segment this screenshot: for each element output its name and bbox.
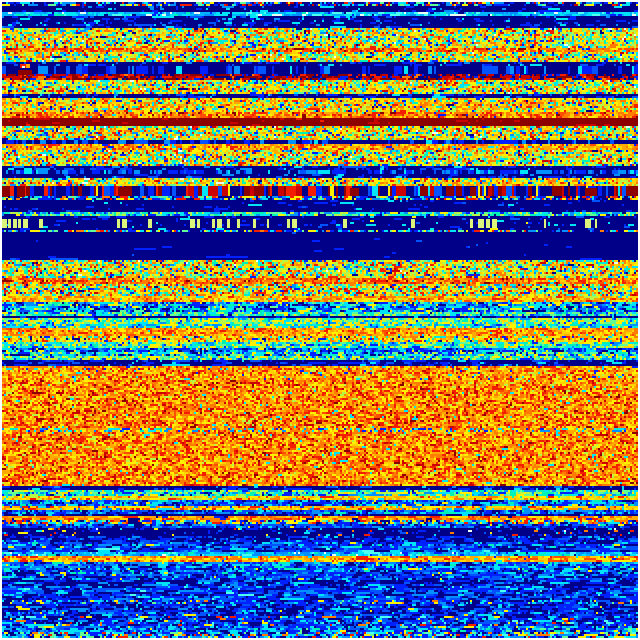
heatmap-figure <box>0 0 640 640</box>
heatmap-canvas <box>2 2 638 638</box>
